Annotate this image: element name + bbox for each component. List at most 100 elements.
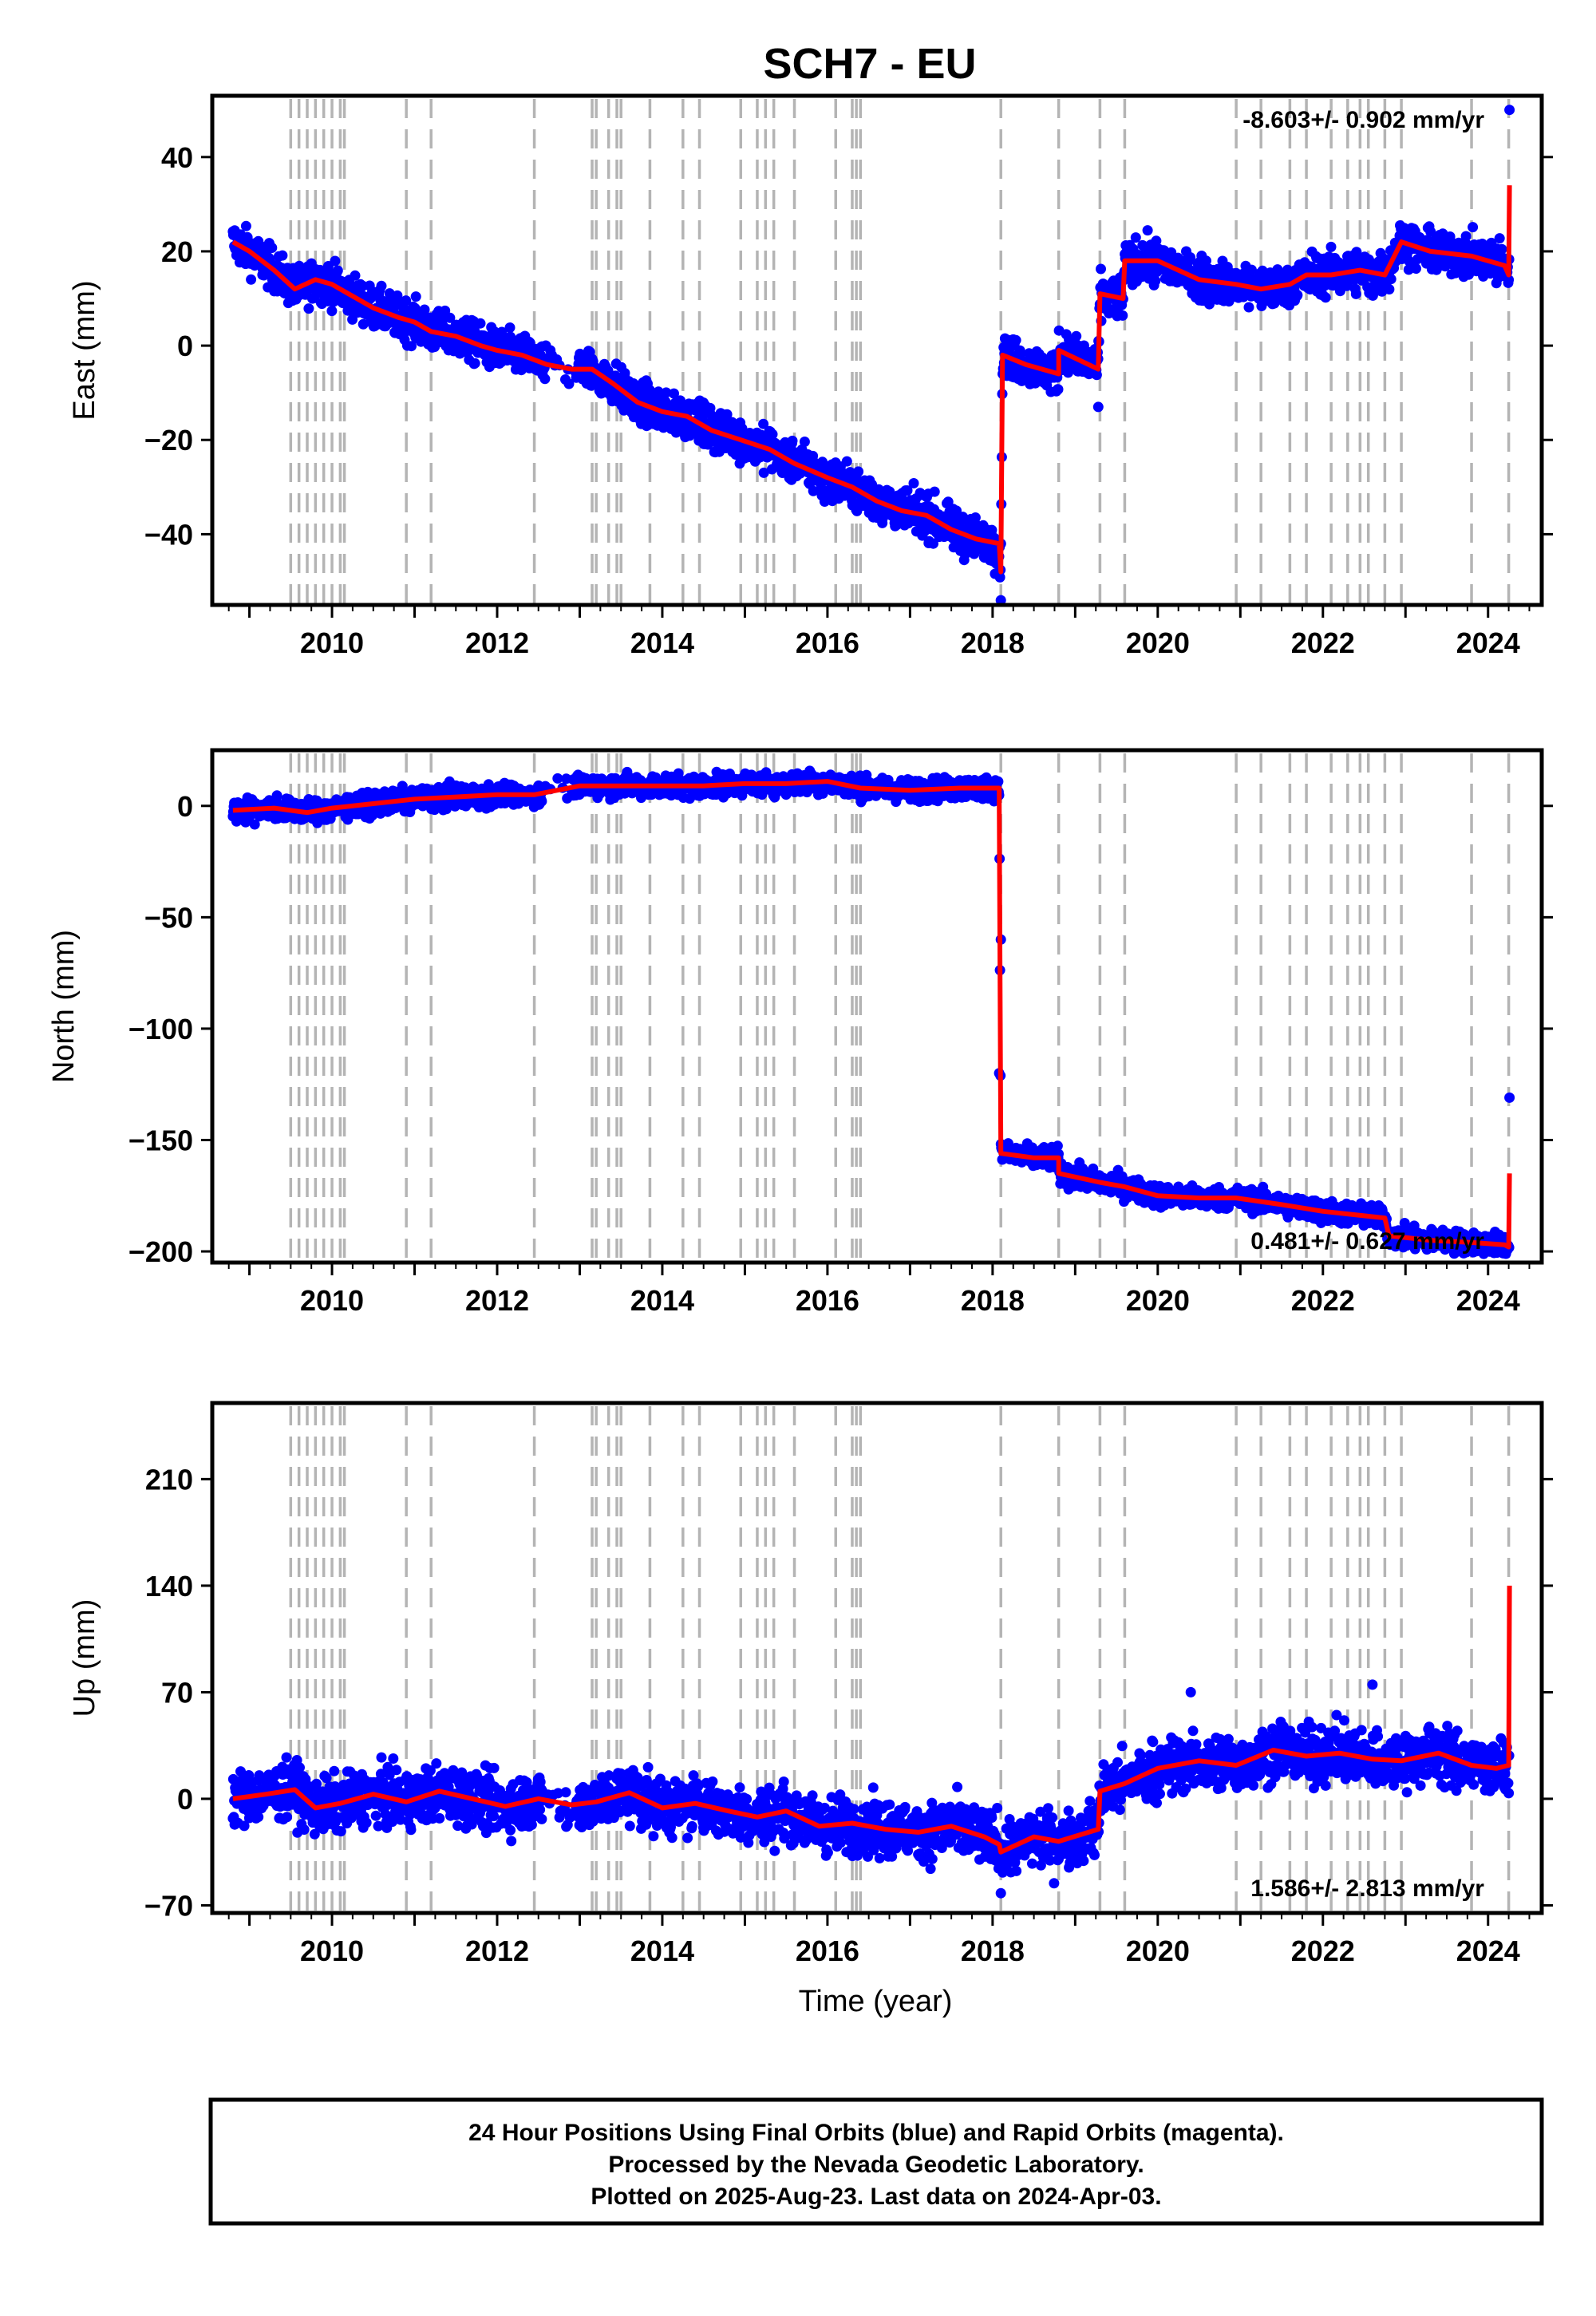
data-point — [410, 291, 421, 302]
data-point — [1185, 252, 1196, 263]
model-line — [231, 185, 1512, 575]
data-point — [1385, 274, 1396, 285]
data-point — [398, 303, 409, 314]
data-point — [475, 318, 486, 329]
outlier-point — [1504, 105, 1515, 116]
data-point — [902, 485, 913, 496]
data-point — [951, 505, 962, 516]
data-point — [469, 358, 480, 369]
y-tick-label: 20 — [161, 235, 193, 268]
data-point — [1425, 226, 1436, 237]
data-point — [661, 387, 672, 398]
data-point — [1460, 231, 1472, 242]
data-point — [539, 373, 551, 385]
y-axis-label: East (mm) — [68, 280, 101, 420]
data-point — [1468, 222, 1479, 233]
data-point — [1150, 275, 1161, 287]
data-point — [994, 571, 1005, 583]
data-point — [326, 306, 338, 317]
data-point — [1350, 288, 1361, 299]
data-point — [1151, 235, 1162, 247]
data-point — [799, 437, 810, 447]
data-point — [1130, 232, 1141, 243]
data-point — [602, 365, 614, 376]
data-point — [884, 486, 895, 497]
data-point — [1320, 292, 1331, 303]
outlier-point — [995, 595, 1006, 605]
data-point — [332, 265, 343, 276]
data-point — [504, 322, 516, 333]
data-point — [942, 496, 954, 508]
data-point — [1384, 284, 1395, 294]
data-point — [246, 274, 257, 285]
data-point — [563, 378, 575, 389]
y-tick-label: −20 — [144, 424, 193, 456]
data-point — [419, 304, 430, 315]
data-point — [1030, 377, 1041, 389]
data-points — [227, 765, 1515, 1259]
data-point — [1246, 264, 1257, 275]
data-point — [1494, 233, 1505, 244]
data-point — [1096, 263, 1106, 275]
x-tick-label: 2024 — [1456, 626, 1520, 659]
data-point — [1071, 330, 1082, 342]
data-point — [1117, 310, 1128, 321]
x-tick-label: 2016 — [796, 626, 859, 659]
x-tick-label: 2022 — [1291, 626, 1355, 659]
data-point — [1010, 334, 1021, 346]
x-tick-label: 2018 — [961, 626, 1025, 659]
data-point — [1091, 370, 1102, 381]
data-point — [758, 418, 769, 429]
plot-area — [227, 753, 1515, 1263]
east-rate-label: -8.603+/- 0.902 mm/yr — [1242, 107, 1484, 133]
y-tick-label: 40 — [161, 141, 193, 174]
data-point — [1503, 275, 1515, 286]
data-point — [303, 303, 314, 314]
data-point — [1325, 241, 1337, 252]
data-point — [1411, 263, 1421, 274]
data-point — [767, 429, 778, 440]
data-point — [986, 524, 998, 536]
y-tick-label: 0 — [177, 330, 193, 362]
chart-title: SCH7 - EU — [763, 40, 976, 88]
data-point — [552, 773, 563, 784]
panel-frame — [210, 93, 1544, 607]
data-point — [330, 255, 341, 267]
data-point — [376, 280, 387, 291]
plot-area — [227, 99, 1515, 605]
x-tick-label: 2014 — [630, 626, 694, 659]
data-point — [841, 456, 852, 467]
data-point — [1052, 1140, 1063, 1152]
data-point — [444, 312, 456, 323]
data-point — [1496, 243, 1507, 255]
outlier-point — [1092, 401, 1104, 413]
data-point — [758, 467, 769, 478]
data-point — [1292, 290, 1303, 301]
data-point — [267, 243, 278, 253]
x-tick-label: 2020 — [1126, 626, 1190, 659]
data-point — [271, 790, 282, 801]
data-point — [240, 220, 251, 231]
data-point — [1142, 225, 1153, 236]
data-point — [993, 776, 1004, 787]
data-point — [1256, 301, 1267, 311]
data-point — [787, 435, 798, 446]
x-tick-label: 2010 — [300, 626, 364, 659]
data-points — [227, 105, 1515, 605]
data-point — [249, 819, 260, 830]
data-point — [1015, 347, 1026, 358]
y-tick-label: −40 — [144, 518, 193, 551]
data-point — [401, 295, 412, 306]
data-point — [929, 486, 940, 497]
data-point — [350, 270, 361, 281]
data-point — [669, 388, 679, 399]
data-point — [1243, 302, 1254, 313]
data-point — [619, 368, 630, 378]
data-point — [536, 796, 547, 807]
data-point — [853, 466, 864, 477]
data-point — [721, 409, 733, 420]
data-point — [1201, 255, 1211, 267]
